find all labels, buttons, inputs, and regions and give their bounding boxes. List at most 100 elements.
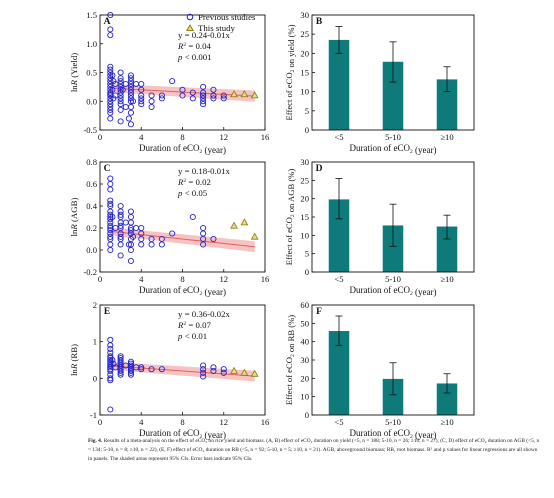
legend-marker-this-study xyxy=(186,24,194,32)
point-previous-study xyxy=(109,86,116,93)
point-previous-study xyxy=(117,369,124,376)
y-tick-label: 15 xyxy=(300,212,309,222)
legend-label-previous: Previous studies xyxy=(198,12,256,22)
x-tick-label: 4 xyxy=(139,274,144,284)
y-tick-label: 0.2 xyxy=(86,223,97,233)
y-tick-label: 20 xyxy=(300,194,309,204)
annotation-p-value: p < 0.001 xyxy=(177,52,212,62)
y-tick-label: -1 xyxy=(90,410,97,420)
panel-letter: F xyxy=(316,307,322,317)
annotation-p-value: p < 0.05 xyxy=(177,188,208,198)
bar xyxy=(436,226,458,272)
point-previous-study xyxy=(138,86,145,93)
point-previous-study xyxy=(138,366,145,373)
legend-label-this-study: This study xyxy=(198,23,236,33)
point-previous-study xyxy=(200,366,207,373)
x-tick-label: 8 xyxy=(180,417,184,427)
x-tick-label: 0 xyxy=(98,132,102,142)
point-previous-study xyxy=(127,246,134,254)
y-tick-label: 10 xyxy=(300,392,309,402)
point-previous-study xyxy=(210,92,217,99)
point-this-study xyxy=(240,368,249,376)
y-tick-label: 0.5 xyxy=(86,68,97,78)
y-tick-label: 30 xyxy=(300,10,309,20)
point-previous-study xyxy=(117,233,124,240)
x-tick-label: 0 xyxy=(98,274,102,284)
y-tick-label: 15 xyxy=(300,68,309,78)
x-tick-label: 0 xyxy=(98,417,102,427)
point-previous-study xyxy=(107,63,114,70)
y-tick-label: 0 xyxy=(305,267,309,277)
x-tick-label: <5 xyxy=(334,417,343,427)
point-previous-study xyxy=(127,371,134,378)
y-tick-label: 10 xyxy=(300,230,309,240)
point-this-study xyxy=(240,218,249,226)
y-tick-label: 0.8 xyxy=(86,157,97,167)
point-previous-study xyxy=(148,103,155,111)
point-previous-study xyxy=(138,95,145,102)
point-previous-study xyxy=(107,233,114,240)
point-previous-study xyxy=(127,75,134,82)
caption-text: Results of a meta-analysis on the effect… xyxy=(88,438,540,462)
point-previous-study xyxy=(220,95,227,102)
x-tick-label: ≥10 xyxy=(440,274,453,284)
y-axis-label: lnR (AGB) xyxy=(69,198,79,237)
point-previous-study xyxy=(107,109,114,116)
y-tick-label: 1.0 xyxy=(86,39,97,49)
y-tick-label: 20 xyxy=(300,373,309,383)
y-tick-label: 25 xyxy=(300,29,309,39)
point-previous-study xyxy=(148,241,155,248)
point-previous-study xyxy=(133,224,140,232)
point-previous-study xyxy=(210,86,217,93)
bar xyxy=(328,331,350,415)
point-previous-study xyxy=(107,101,114,108)
point-previous-study xyxy=(107,78,114,85)
point-previous-study xyxy=(127,208,134,215)
y-tick-label: 0 xyxy=(93,373,97,383)
point-previous-study xyxy=(138,224,145,232)
point-previous-study xyxy=(179,92,186,99)
panel-letter: E xyxy=(104,307,110,317)
point-previous-study xyxy=(122,219,129,226)
y-tick-label: 30 xyxy=(300,355,309,365)
point-previous-study xyxy=(107,375,114,382)
annotation-equation: y = 0.18-0.01x xyxy=(178,166,230,176)
x-tick-label: 8 xyxy=(180,274,184,284)
annotation-r2: R2 = 0.04 xyxy=(177,41,212,51)
point-previous-study xyxy=(125,115,132,122)
point-previous-study xyxy=(158,241,165,248)
annotation-r2: R2 = 0.02 xyxy=(177,177,211,187)
point-previous-study xyxy=(200,89,207,96)
point-previous-study xyxy=(127,367,134,375)
point-previous-study xyxy=(117,75,124,82)
bar xyxy=(382,61,404,131)
y-tick-label: -0.5 xyxy=(83,125,97,135)
point-previous-study xyxy=(117,367,124,375)
point-previous-study xyxy=(200,95,207,102)
point-previous-study xyxy=(200,230,207,237)
point-previous-study xyxy=(220,92,227,99)
point-previous-study xyxy=(107,86,114,93)
y-tick-label: -0.2 xyxy=(83,267,97,277)
point-previous-study xyxy=(127,369,134,376)
x-tick-label: 12 xyxy=(219,417,228,427)
x-tick-label: 5-10 xyxy=(385,132,401,142)
x-tick-label: 8 xyxy=(180,132,184,142)
y-tick-label: 1 xyxy=(93,337,97,347)
y-tick-label: 0.6 xyxy=(86,179,97,189)
point-previous-study xyxy=(220,369,227,376)
point-previous-study xyxy=(210,95,217,102)
point-previous-study xyxy=(117,202,124,210)
point-previous-study xyxy=(127,98,134,105)
point-previous-study xyxy=(117,241,124,248)
y-tick-label: 2 xyxy=(93,300,97,310)
point-previous-study xyxy=(107,222,114,229)
annotation-p-value: p < 0.01 xyxy=(177,331,207,341)
point-this-study xyxy=(250,232,259,240)
point-previous-study xyxy=(158,92,165,99)
point-previous-study xyxy=(107,345,114,353)
y-tick-label: 50 xyxy=(300,318,309,328)
x-tick-label: <5 xyxy=(334,132,343,142)
point-previous-study xyxy=(138,98,145,105)
